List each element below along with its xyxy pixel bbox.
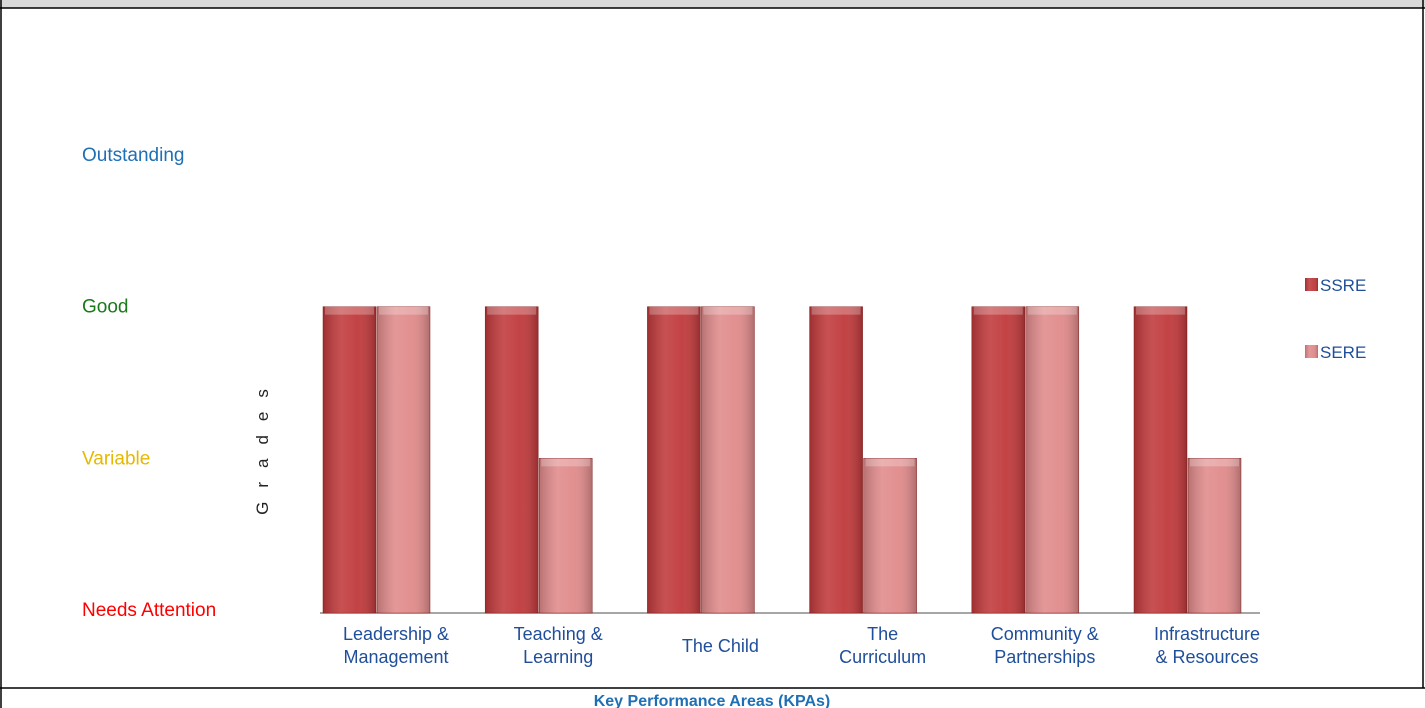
y-tick-label: Good: [82, 297, 128, 318]
y-tick-label: Needs Attention: [82, 600, 216, 621]
bar-cap: [325, 306, 374, 315]
legend-label: SSRE: [1320, 276, 1366, 295]
bar-cap: [973, 306, 1023, 315]
x-axis-title: Key Performance Areas (KPAs): [594, 693, 831, 708]
bar-shade: [863, 458, 917, 613]
bar-cap: [1136, 306, 1185, 315]
bar-cap: [865, 458, 915, 467]
bar-shade: [485, 306, 539, 613]
x-tick-label: The Curriculum: [839, 624, 926, 667]
legend-swatch-shade: [1305, 345, 1318, 358]
bar-cap: [541, 458, 591, 467]
legend-label: SERE: [1320, 343, 1366, 362]
bar-cap: [649, 306, 699, 315]
x-tick-label: Community & Partnerships: [991, 624, 1099, 667]
bar-shade: [701, 306, 755, 613]
y-tick-label: Variable: [82, 448, 150, 469]
bar-cap: [703, 306, 753, 315]
top-band: [0, 0, 1425, 8]
y-axis-title: Grades: [253, 375, 272, 515]
bar-cap: [811, 306, 861, 315]
bar-shade: [1188, 458, 1241, 613]
bar-shade: [647, 306, 701, 613]
x-tick-label: Leadership & Management: [343, 624, 449, 667]
bar-shade: [377, 306, 430, 613]
y-tick-label: Outstanding: [82, 145, 184, 166]
bar-cap: [1027, 306, 1077, 315]
bar-cap: [379, 306, 428, 315]
bar-cap: [1190, 458, 1239, 467]
x-tick-label: Teaching & Learning: [514, 624, 603, 667]
bar-shade: [323, 306, 376, 613]
bar-shade: [1134, 306, 1187, 613]
bar-shade: [539, 458, 593, 613]
x-tick-label: The Child: [682, 636, 759, 656]
legend-swatch-shade: [1305, 278, 1318, 291]
bar-shade: [809, 306, 863, 613]
bar-shade: [971, 306, 1025, 613]
x-tick-label: Infrastructure & Resources: [1154, 624, 1260, 667]
bar-shade: [1025, 306, 1079, 613]
bar-cap: [487, 306, 537, 315]
